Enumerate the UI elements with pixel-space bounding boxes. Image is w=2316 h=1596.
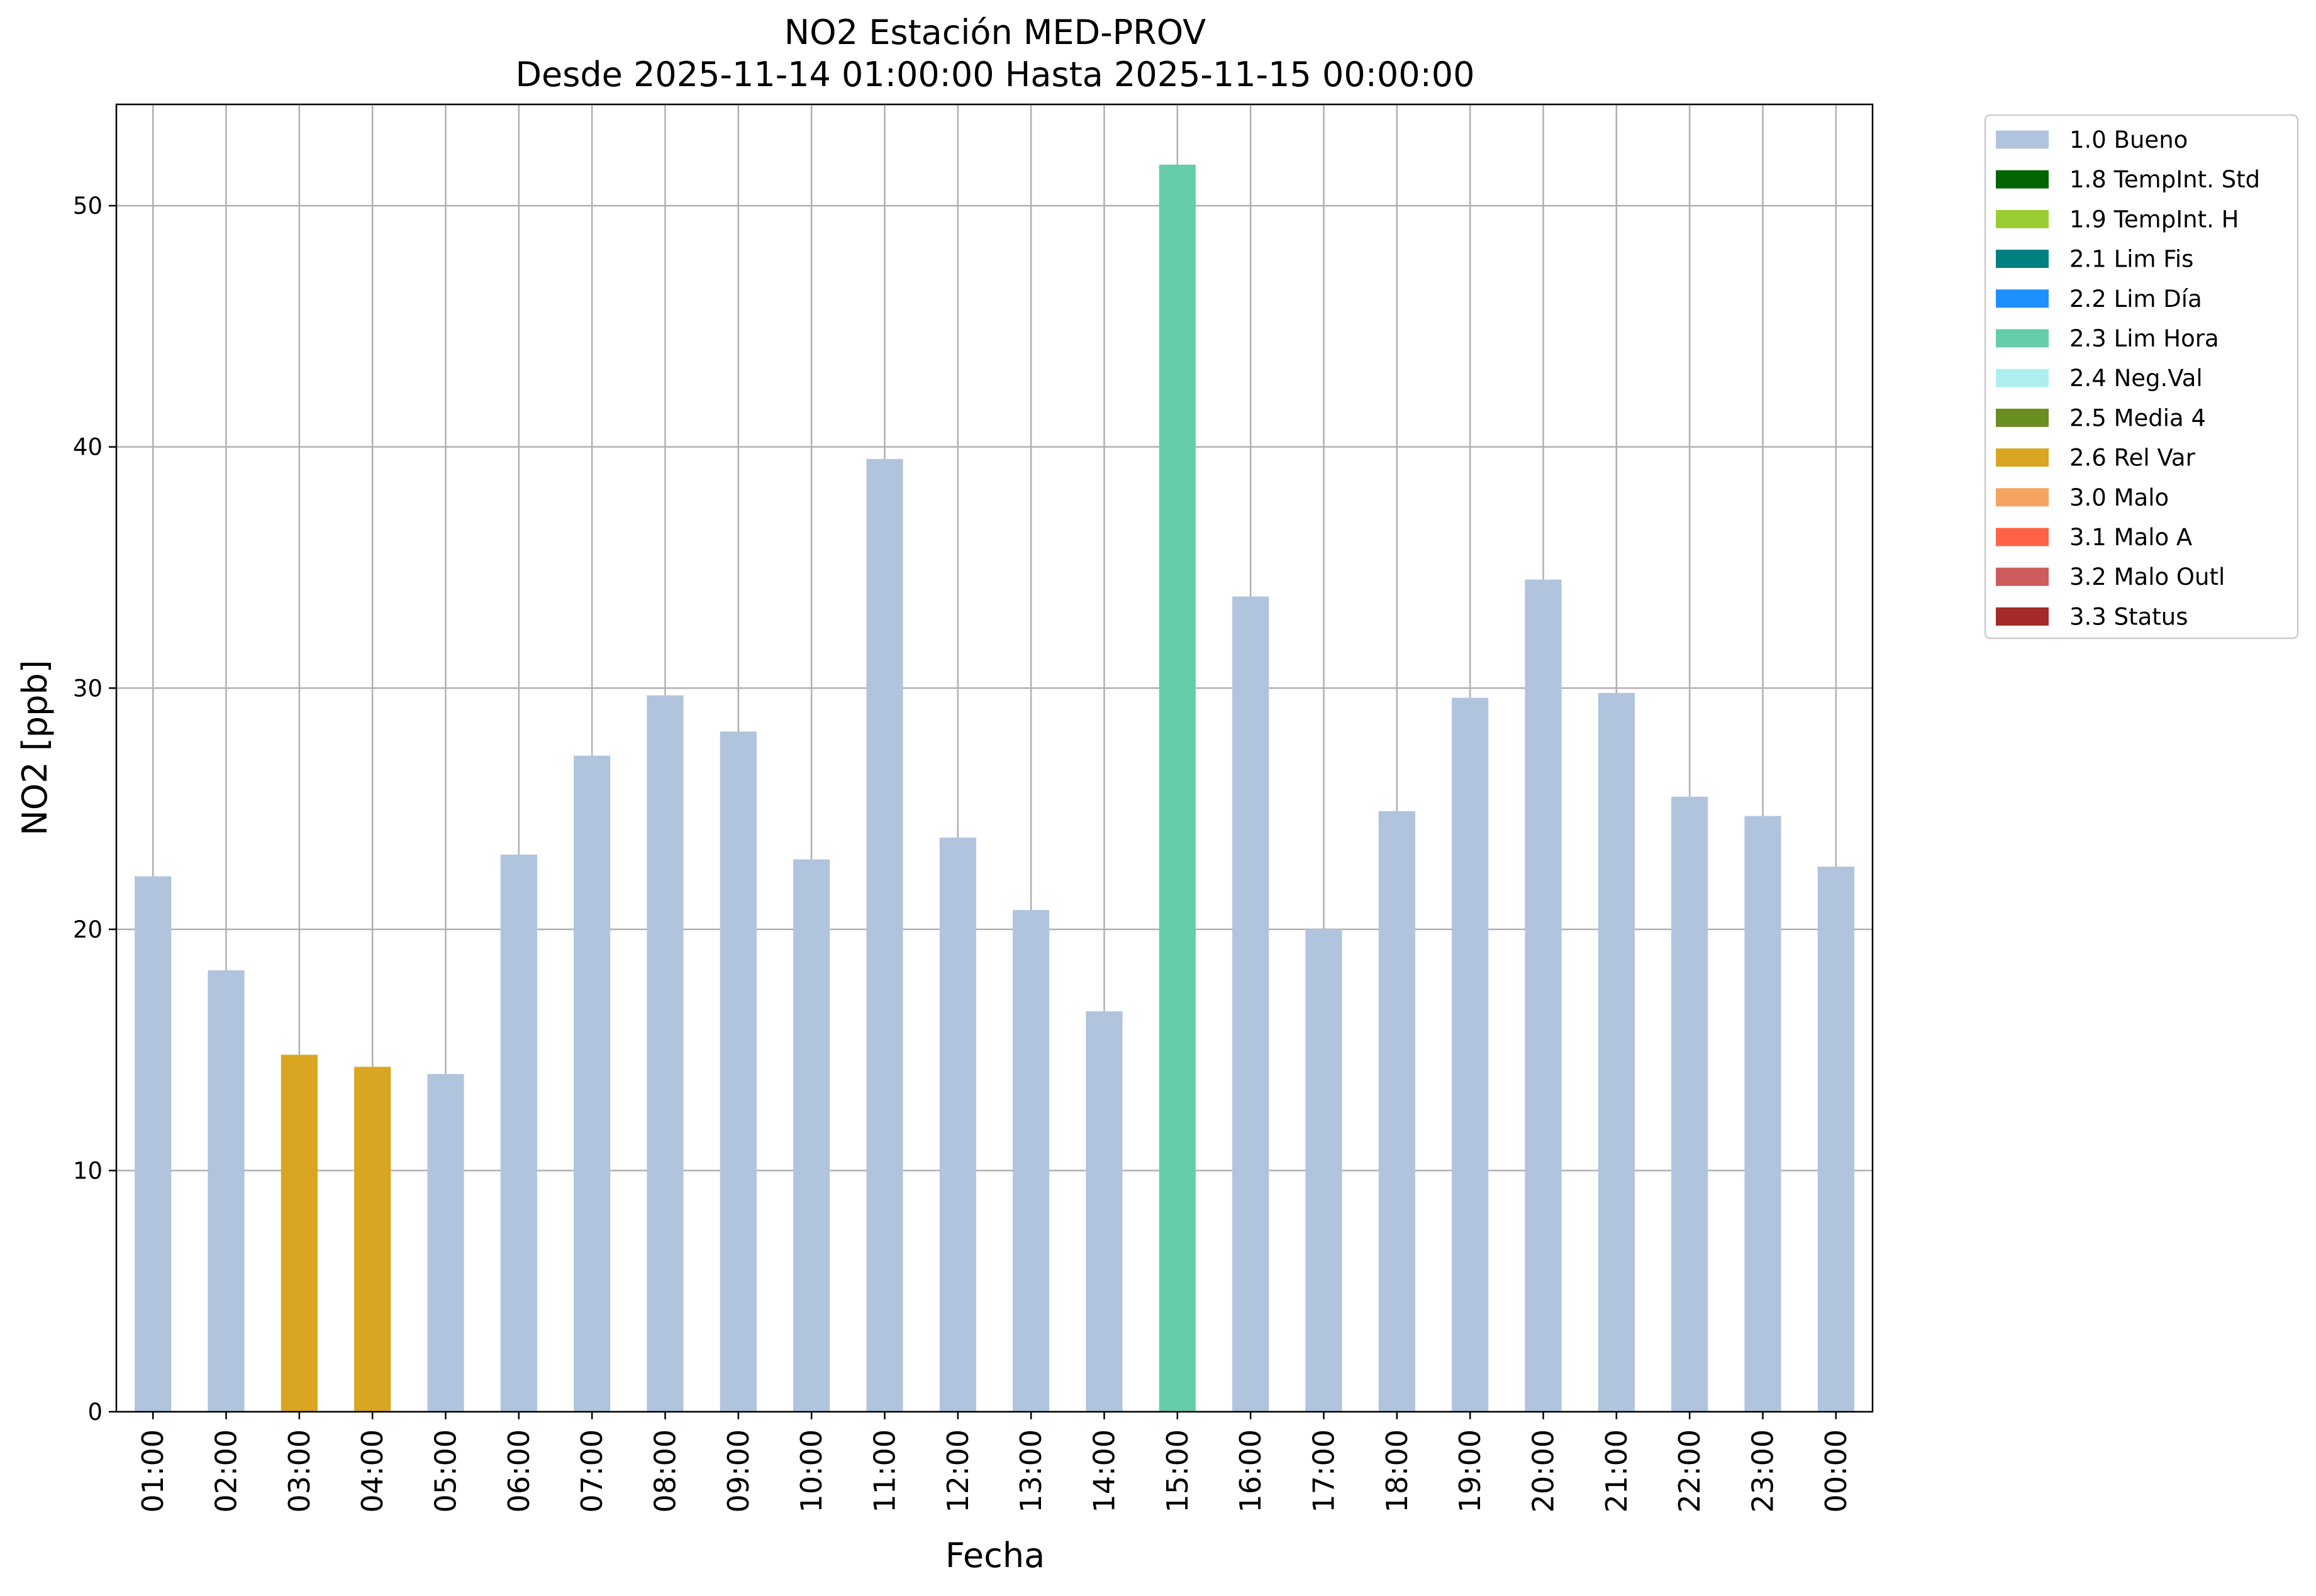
y-tick-label: 40 [73,434,103,461]
legend-swatch [1996,448,2049,467]
x-tick-label: 12:00 [941,1429,975,1513]
x-axis: 01:00 02:00 03:00 04:00 05:00 06:00 07:00 08:00… [136,1412,1853,1513]
x-tick-label: 11:00 [868,1429,902,1513]
legend-swatch [1996,528,2049,546]
bar [939,838,976,1412]
legend-swatch [1996,329,2049,348]
bar [1671,796,1708,1412]
legend-label: 2.1 Lim Fis [2069,246,2193,273]
legend-swatch [1996,607,2049,626]
legend-label: 2.6 Rel Var [2069,445,2196,472]
legend-swatch [1996,250,2049,269]
legend-swatch [1996,170,2049,189]
chart-subtitle: Desde 2025-11-14 01:00:00 Hasta 2025-11-… [515,55,1474,94]
bar [1013,910,1050,1412]
y-tick-label: 30 [73,675,103,702]
legend-label: 3.0 Malo [2069,484,2169,511]
bar [500,854,537,1412]
legend-swatch [1996,289,2049,308]
x-tick-label: 09:00 [721,1429,755,1513]
bar [427,1073,464,1412]
x-tick-label: 03:00 [282,1429,316,1513]
legend-label: 2.2 Lim Día [2069,285,2202,313]
x-tick-label: 16:00 [1233,1429,1267,1513]
x-tick-label: 01:00 [136,1429,170,1513]
bar [1525,579,1562,1412]
legend-swatch [1996,130,2049,149]
legend-label: 1.8 TempInt. Std [2069,166,2260,193]
bar [135,876,172,1412]
bars [135,164,1854,1412]
bar [793,859,830,1412]
bar [1159,164,1196,1412]
x-tick-label: 22:00 [1673,1429,1706,1513]
x-tick-label: 00:00 [1819,1429,1853,1513]
x-tick-label: 07:00 [575,1429,609,1513]
x-tick-label: 06:00 [502,1429,536,1513]
bar [1452,697,1489,1412]
y-axis: 0 10 20 30 40 50 [73,192,116,1426]
x-tick-label: 23:00 [1746,1429,1780,1513]
x-tick-label: 17:00 [1307,1429,1341,1513]
bar [1232,596,1269,1412]
x-tick-label: 02:00 [209,1429,243,1513]
legend-label: 2.4 Neg.Val [2069,365,2203,392]
y-tick-label: 10 [73,1157,103,1184]
x-tick-label: 08:00 [649,1429,682,1513]
legend: 1.0 Bueno 1.8 TempInt. Std 1.9 TempInt. H 2… [1984,114,2299,640]
x-tick-label: 04:00 [355,1429,389,1513]
y-tick-label: 0 [87,1399,103,1426]
x-tick-label: 18:00 [1380,1429,1414,1513]
legend-frame [1984,114,2299,640]
legend-label: 2.3 Lim Hora [2069,325,2219,352]
x-tick-label: 14:00 [1088,1429,1122,1513]
legend-label: 3.1 Malo A [2069,524,2192,551]
legend-label: 3.3 Status [2069,603,2188,630]
y-tick-label: 50 [73,192,103,219]
legend-label: 3.2 Malo Outl [2069,563,2225,590]
legend-label: 2.5 Media 4 [2069,404,2206,431]
x-tick-label: 15:00 [1161,1429,1194,1513]
bar [354,1067,391,1412]
bar [1744,816,1781,1412]
legend-label: 1.0 Bueno [2069,126,2188,153]
bar [208,970,245,1412]
bar [866,458,903,1412]
bar [1817,867,1854,1412]
bar [1378,811,1415,1412]
legend-label: 1.9 TempInt. H [2069,206,2239,233]
legend-swatch [1996,369,2049,387]
x-tick-label: 13:00 [1014,1429,1048,1513]
x-tick-label: 10:00 [794,1429,828,1513]
bar [720,731,757,1412]
bar [1305,929,1342,1412]
legend-swatch [1996,408,2049,427]
bar [1598,692,1635,1412]
y-tick-label: 20 [73,916,103,943]
y-axis-label: NO2 [ppb] [15,660,55,835]
legend-swatch [1996,209,2049,228]
legend-swatch [1996,488,2049,507]
plot-frame [115,103,1874,1413]
bar [1086,1011,1123,1412]
x-tick-label: 05:00 [429,1429,463,1513]
bar [647,695,684,1412]
x-tick-label: 20:00 [1527,1429,1561,1513]
bar [281,1055,318,1412]
legend-swatch [1996,567,2049,586]
x-tick-label: 19:00 [1453,1429,1487,1513]
x-axis-label: Fecha [945,1536,1045,1575]
x-tick-label: 21:00 [1600,1429,1634,1513]
chart-title: NO2 Estación MED-PROV [784,13,1206,52]
bar [574,755,611,1412]
